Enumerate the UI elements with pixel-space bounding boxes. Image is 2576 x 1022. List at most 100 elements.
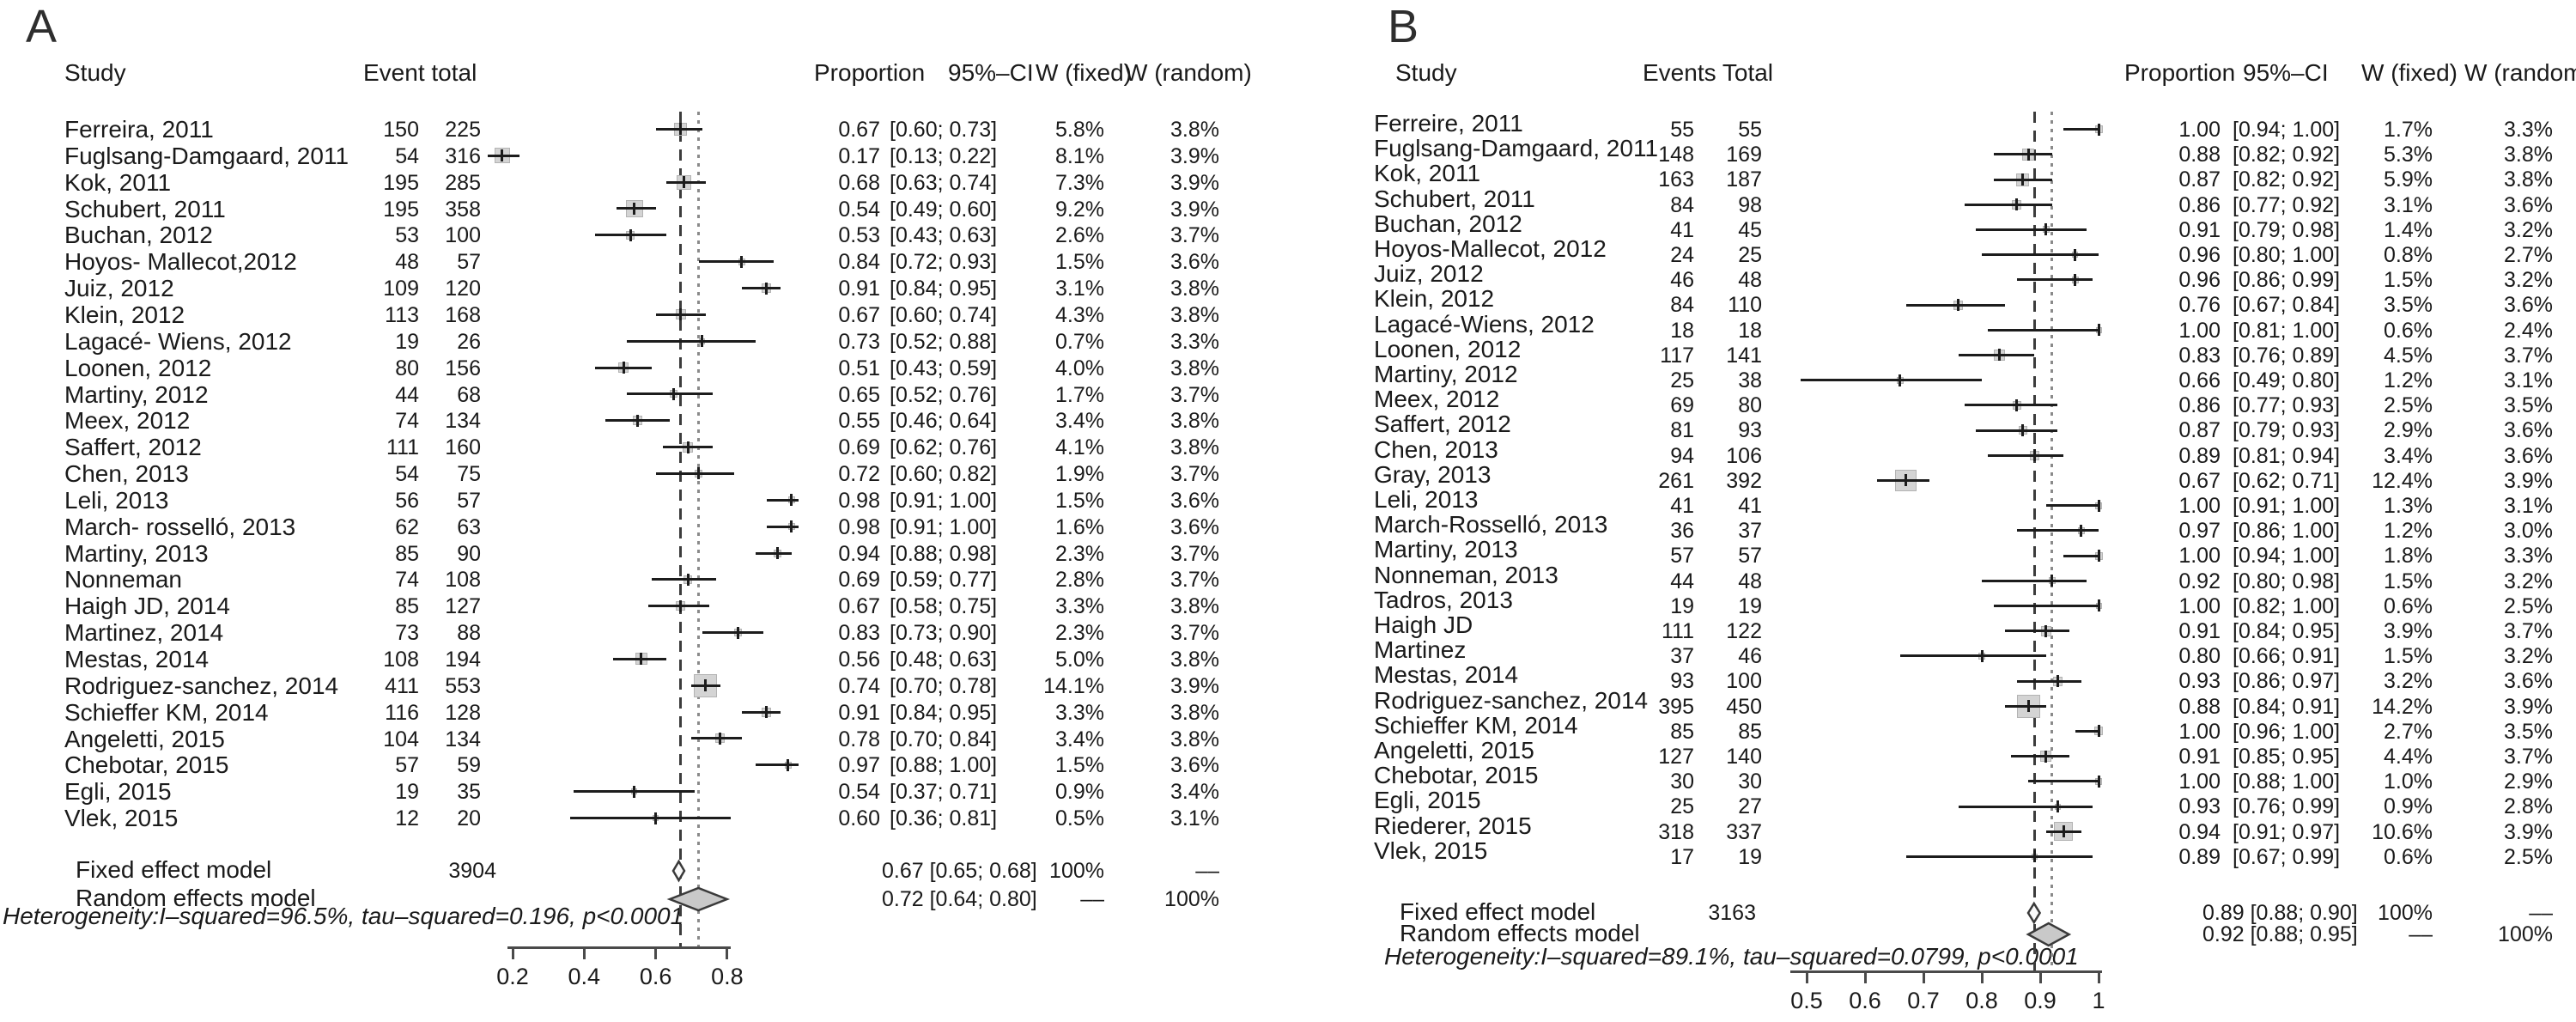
events-value: 56 [395,488,419,513]
ci-whisker [2028,780,2099,783]
ci-whisker [616,207,656,210]
weight-random-value: 3.9% [2504,694,2553,719]
proportion-value: 0.80 [2178,644,2221,669]
ci-value: [0.84; 0.95] [2233,619,2341,643]
x-axis-tick-label: 0.6 [639,964,672,989]
weight-random-value: 3.8% [1170,356,1219,380]
weight-fixed-value: 1.9% [1055,462,1104,487]
pooled-weight-random-value: –– [2529,901,2553,925]
weight-fixed-value: 1.3% [2384,494,2433,518]
events-value: 395 [1658,694,1694,719]
ci-value: [0.84; 0.95] [890,277,998,301]
weight-random-value: 3.6% [2504,293,2553,318]
events-value: 12 [395,806,419,831]
x-axis [1790,970,2102,973]
effect-tick [2021,424,2025,436]
events-value: 127 [1658,745,1694,769]
effect-tick [2050,575,2054,587]
ci-whisker [569,817,732,820]
weight-random-value: 3.0% [2504,519,2553,544]
weight-fixed-value: 14.1% [1043,673,1104,698]
weight-fixed-value: 4.4% [2384,745,2433,769]
weight-fixed-value: 2.8% [1055,568,1104,593]
ci-value: [0.86; 0.97] [2233,669,2341,694]
weight-fixed-value: 1.5% [2384,644,2433,669]
random-effect-ref-line [697,112,701,946]
proportion-value: 0.54 [838,780,880,805]
study-name: Martinez [1374,636,1467,664]
events-value: 148 [1658,143,1694,167]
events-value: 46 [1670,268,1694,293]
proportion-value: 0.73 [838,329,880,354]
effect-tick [1957,299,1960,311]
study-name: Haigh JD, 2014 [64,593,231,620]
effect-tick [2026,148,2030,161]
total-value: 100 [445,223,481,248]
x-axis-tick [511,946,514,959]
weight-fixed-value: 3.9% [2384,619,2433,643]
effect-tick [701,335,704,348]
total-value: 156 [445,356,481,380]
proportion-value: 1.00 [2178,318,2221,343]
study-name: Lagacé-Wiens, 2012 [1374,310,1595,338]
events-value: 25 [1670,368,1694,392]
ci-whisker [1976,429,2058,432]
study-name: Saffert, 2012 [1374,411,1511,438]
weight-fixed-value: 12.4% [2372,468,2433,493]
effect-tick [633,785,636,798]
study-name: Egli, 2015 [1374,787,1481,814]
study-name: Chebotar, 2015 [1374,762,1539,789]
effect-tick [765,706,769,719]
weight-random-value: 3.3% [2504,544,2553,569]
study-name: Buchan, 2012 [64,222,213,249]
weight-fixed-value: 4.3% [1055,302,1104,327]
ci-whisker [627,392,714,396]
weight-random-value: 3.2% [2504,268,2553,293]
events-value: 19 [395,329,419,354]
ci-whisker [691,737,742,740]
events-value: 80 [395,356,419,380]
total-value: 225 [445,118,481,142]
study-name: Chebotar, 2015 [64,751,229,779]
effect-tick [679,308,683,321]
weight-random-value: 2.9% [2504,770,2553,794]
pooled-proportion-ci-value: 0.89 [0.88; 0.90] [2202,901,2358,925]
study-name: Martiny, 2012 [1374,361,1518,387]
ci-value: [0.82; 1.00] [2233,593,2341,618]
x-axis [507,946,731,949]
ci-value: [0.84; 0.95] [890,700,998,725]
study-name: Hoyos- Mallecot,2012 [64,248,297,276]
ci-value: [0.81; 1.00] [2233,318,2341,343]
weight-fixed-value: 3.3% [1055,700,1104,725]
weight-fixed-value: 0.6% [2384,844,2433,869]
events-value: 74 [395,568,419,593]
effect-tick [633,202,636,215]
total-value: 553 [445,673,481,698]
ci-value: [0.67; 0.84] [2233,293,2341,318]
total-value: 18 [1738,318,1762,343]
ci-whisker [666,180,706,184]
proportion-value: 0.92 [2178,569,2221,593]
study-name: Hoyos-Mallecot, 2012 [1374,235,1607,262]
weight-random-value: 3.8% [1170,409,1219,434]
fixed-effect-diamond [2026,901,2042,925]
weight-random-value: 3.6% [2504,418,2553,443]
study-name: Lagacé- Wiens, 2012 [64,327,292,355]
effect-tick [2097,599,2100,612]
total-value: 48 [1738,268,1762,293]
col-header-w-random: W (random) [2464,59,2576,86]
weight-random-value: 3.8% [1170,277,1219,301]
ci-value: [0.52; 0.76] [890,382,998,407]
events-value: 195 [383,170,419,195]
ci-whisker [766,498,799,502]
events-value: 84 [1670,192,1694,217]
random-effect-diamond [2026,922,2072,947]
proportion-value: 0.91 [2178,619,2221,643]
study-name: Ferreira, 2011 [64,116,214,143]
col-header-events-total: Event total [363,59,477,86]
fixed-model-label: Fixed effect model [1400,898,1596,925]
ci-whisker [648,605,710,608]
events-value: 84 [1670,293,1694,318]
study-name: Riederer, 2015 [1374,812,1532,839]
weight-random-value: 3.6% [1170,250,1219,275]
